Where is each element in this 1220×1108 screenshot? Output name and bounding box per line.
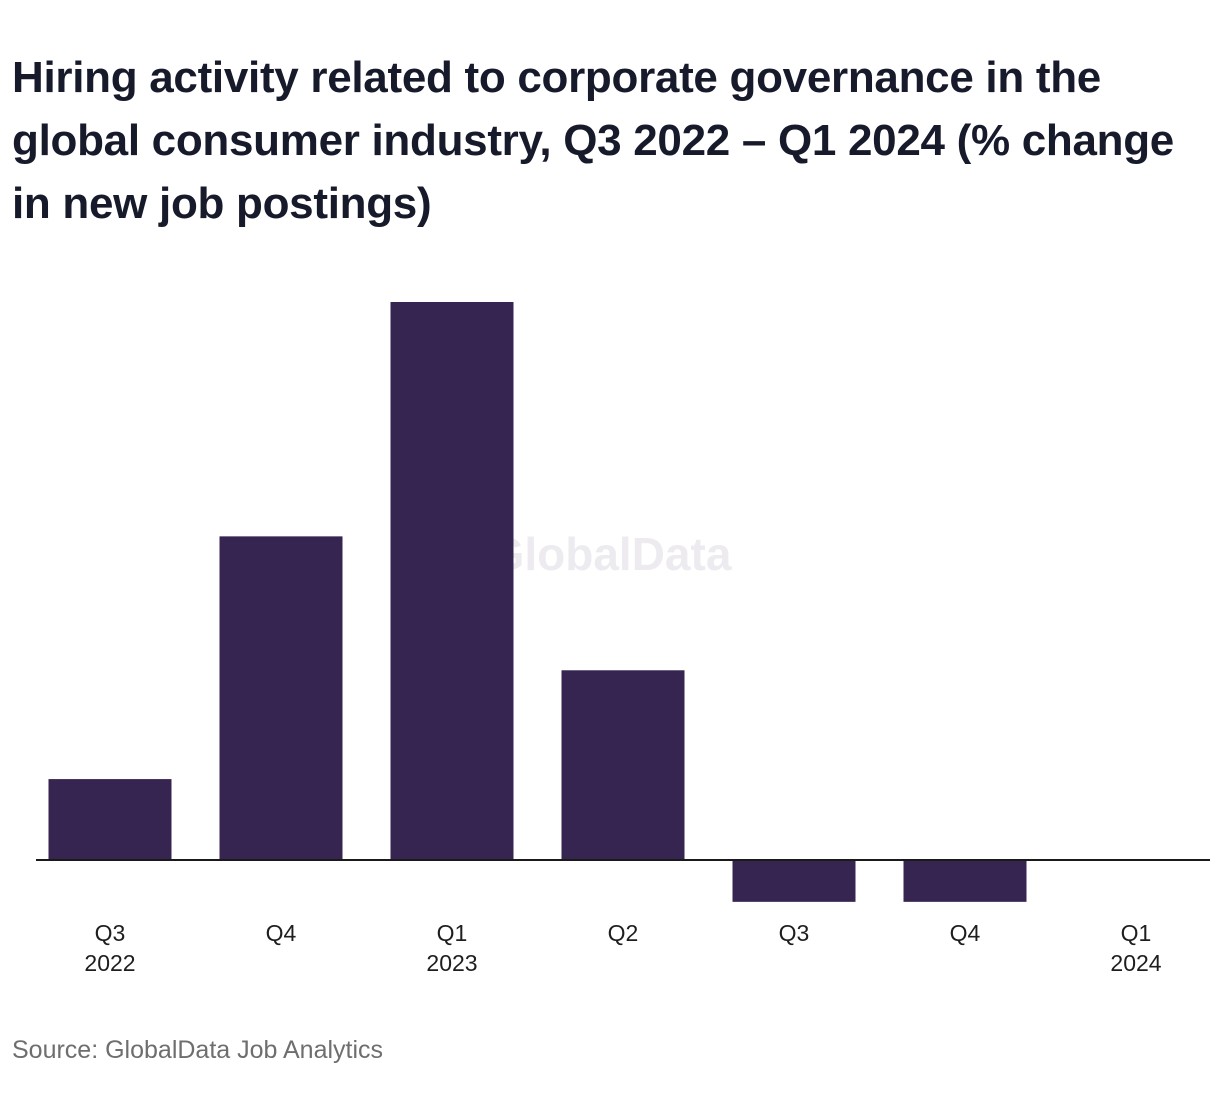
x-tick-label-1-year: 2022 — [84, 950, 135, 976]
bar-4 — [561, 670, 685, 860]
x-tick-label-2-quarter: Q4 — [266, 920, 297, 946]
bar-2 — [219, 536, 343, 860]
x-tick-label-7-quarter: Q1 — [1121, 920, 1152, 946]
x-tick-label-3-quarter: Q1 — [437, 920, 468, 946]
bar-1 — [48, 779, 172, 860]
x-axis-tick-labels: Q3 2022 Q4 Q1 2023 Q2 Q3 Q4 Q1 2024 — [84, 920, 1161, 976]
x-tick-label-6-quarter: Q4 — [950, 920, 981, 946]
x-tick-label-7-year: 2024 — [1110, 950, 1161, 976]
bar-5 — [732, 860, 856, 902]
bars-group — [48, 302, 1027, 902]
source-note: Source: GlobalData Job Analytics — [12, 1036, 384, 1064]
chart-title: Hiring activity related to corporate gov… — [12, 53, 1174, 228]
x-tick-label-3-year: 2023 — [426, 950, 477, 976]
x-tick-label-5-quarter: Q3 — [779, 920, 810, 946]
x-tick-label-1-quarter: Q3 — [95, 920, 126, 946]
bar-3 — [390, 302, 514, 860]
bar-6 — [903, 860, 1027, 902]
watermark: GlobalData — [489, 528, 732, 580]
x-tick-label-4-quarter: Q2 — [608, 920, 639, 946]
